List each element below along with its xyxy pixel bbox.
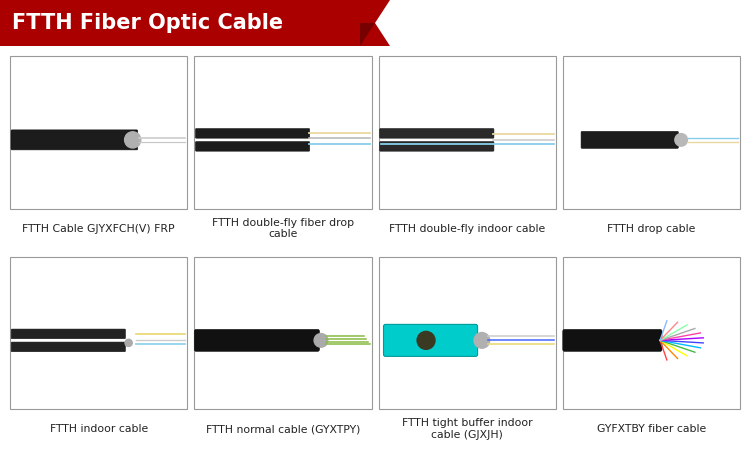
Text: FTTH Fiber Optic Cable: FTTH Fiber Optic Cable [12, 13, 284, 33]
FancyBboxPatch shape [11, 342, 125, 352]
Text: FTTH normal cable (GYXTPY): FTTH normal cable (GYXTPY) [206, 424, 360, 434]
Text: FTTH indoor cable: FTTH indoor cable [50, 424, 148, 434]
Bar [379, 56, 556, 208]
FancyBboxPatch shape [380, 128, 494, 138]
Circle shape [474, 333, 490, 348]
Bar [0, 0, 360, 46]
Bar [562, 56, 740, 208]
Text: FTTH tight buffer indoor
cable (GJXJH): FTTH tight buffer indoor cable (GJXJH) [402, 418, 532, 440]
Circle shape [124, 132, 141, 148]
FancyBboxPatch shape [383, 324, 478, 356]
FancyBboxPatch shape [196, 128, 310, 138]
FancyBboxPatch shape [380, 142, 494, 151]
Text: GYFXTBY fiber cable: GYFXTBY fiber cable [597, 424, 706, 434]
Polygon shape [360, 0, 390, 46]
Bar [10, 56, 188, 208]
FancyBboxPatch shape [581, 131, 678, 149]
Circle shape [675, 133, 688, 146]
FancyBboxPatch shape [11, 329, 125, 339]
Text: FTTH drop cable: FTTH drop cable [608, 223, 695, 234]
Text: FTTH Cable GJYXFCH(V) FRP: FTTH Cable GJYXFCH(V) FRP [22, 223, 175, 234]
Bar [562, 256, 740, 409]
FancyBboxPatch shape [11, 130, 138, 150]
Bar [194, 256, 371, 409]
Bar [194, 56, 371, 208]
FancyBboxPatch shape [196, 142, 310, 151]
FancyBboxPatch shape [194, 329, 320, 351]
Circle shape [417, 331, 435, 349]
Bar [379, 256, 556, 409]
Text: FTTH double-fly indoor cable: FTTH double-fly indoor cable [389, 223, 545, 234]
Circle shape [125, 339, 132, 346]
Bar [10, 256, 188, 409]
Circle shape [314, 334, 328, 347]
Polygon shape [360, 23, 375, 46]
FancyBboxPatch shape [562, 329, 662, 351]
Text: FTTH double-fly fiber drop
cable: FTTH double-fly fiber drop cable [211, 218, 354, 239]
